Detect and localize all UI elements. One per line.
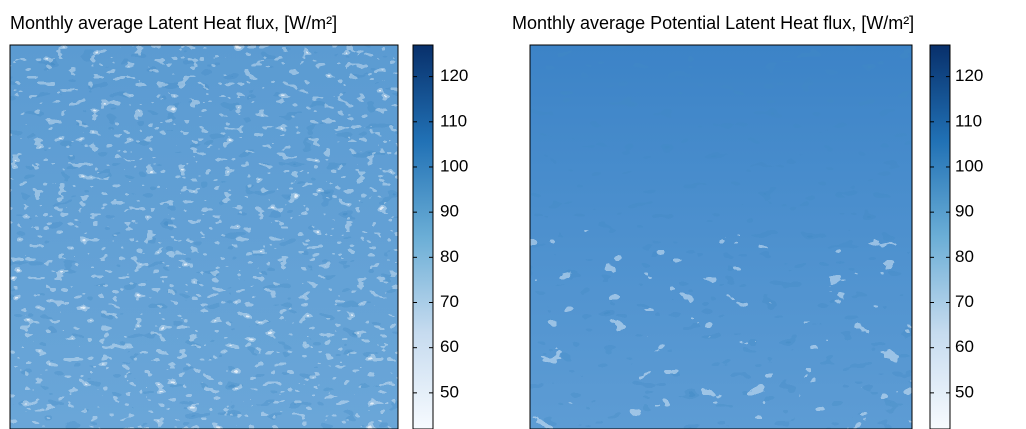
colorbar-tick-label: 110 — [440, 111, 467, 130]
colorbar-fill — [929, 44, 951, 429]
colorbar-tick-label: 80 — [440, 247, 459, 266]
colorbar-tick-label: 60 — [955, 337, 974, 356]
colorbar-tick-label: 50 — [440, 382, 459, 401]
colorbar-tick-label: 120 — [440, 66, 468, 85]
colorbar: 50 60 70 80 90 100 110 120 — [412, 44, 468, 429]
colorbar-fill — [412, 44, 434, 429]
map-right — [529, 44, 913, 429]
map-left — [9, 44, 399, 429]
colorbar-tick-label: 120 — [955, 66, 983, 85]
chart-title: Monthly average Potential Latent Heat fl… — [512, 13, 914, 33]
colorbar-tick-label: 90 — [440, 202, 459, 221]
colorbar-tick-label: 70 — [955, 292, 974, 311]
colorbar-tick-label: 100 — [440, 156, 468, 175]
colorbar-tick-label: 110 — [955, 111, 982, 130]
colorbar: 50 60 70 80 90 100 110 120 — [929, 44, 983, 429]
chart-title: Monthly average Latent Heat flux, [W/m²] — [10, 13, 337, 33]
colorbar-tick-label: 60 — [440, 337, 459, 356]
colorbar-tick-label: 50 — [955, 382, 974, 401]
colorbar-tick-label: 90 — [955, 202, 974, 221]
colorbar-tick-label: 100 — [955, 156, 983, 175]
colorbar-tick-label: 80 — [955, 247, 974, 266]
colorbar-tick-label: 70 — [440, 292, 459, 311]
